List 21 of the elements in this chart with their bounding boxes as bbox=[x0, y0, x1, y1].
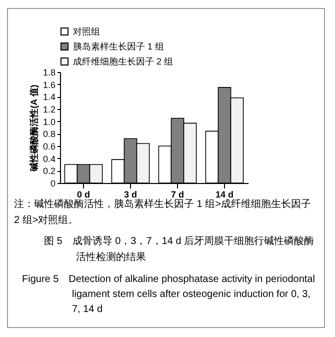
text: 图 5 成骨诱导 0，3，7，14 d 后牙周膜干细胞行碱性磷酸酶活性检测的结果 bbox=[44, 234, 316, 265]
y-tick-label: 1.6 bbox=[42, 80, 56, 90]
y-tick-label: 1.4 bbox=[42, 92, 56, 102]
y-tick-label: 1.2 bbox=[42, 104, 56, 114]
x-tick-label: 0 d bbox=[76, 190, 90, 200]
y-axis-title: 碱性磷酸酶活性(A 值) bbox=[28, 84, 39, 172]
y-tick-label: 1.8 bbox=[42, 68, 56, 78]
text: Figure 5 Detection of alkaline phosphatase activity in periodontal ligament stem cells after osteogenic induction for 0, 3, 7, 14 d bbox=[22, 273, 316, 317]
x-tick-label: 14 d bbox=[215, 190, 234, 200]
legend-label: 胰岛素样生长因子 1 组 bbox=[73, 42, 164, 52]
y-tick-label: 1.0 bbox=[42, 116, 56, 127]
text: 注：碱性磷酸酶活性，胰岛素样生长因子 1 组>成纤维细胞生长因子 2 组>对照组。 bbox=[14, 198, 312, 228]
y-tick-label: 0.6 bbox=[42, 142, 56, 152]
y-tick-label: 0.8 bbox=[42, 129, 56, 140]
legend-label: 对照组 bbox=[73, 26, 100, 36]
x-tick-label: 7 d bbox=[170, 190, 184, 200]
y-tick-label: 0 bbox=[50, 178, 56, 188]
y-tick-label: 0.2 bbox=[42, 166, 56, 176]
y-tick-label: 0.4 bbox=[42, 154, 56, 164]
legend-label: 成纤维细胞生长因子 2 组 bbox=[73, 56, 174, 66]
x-tick-label: 3 d bbox=[124, 190, 138, 200]
